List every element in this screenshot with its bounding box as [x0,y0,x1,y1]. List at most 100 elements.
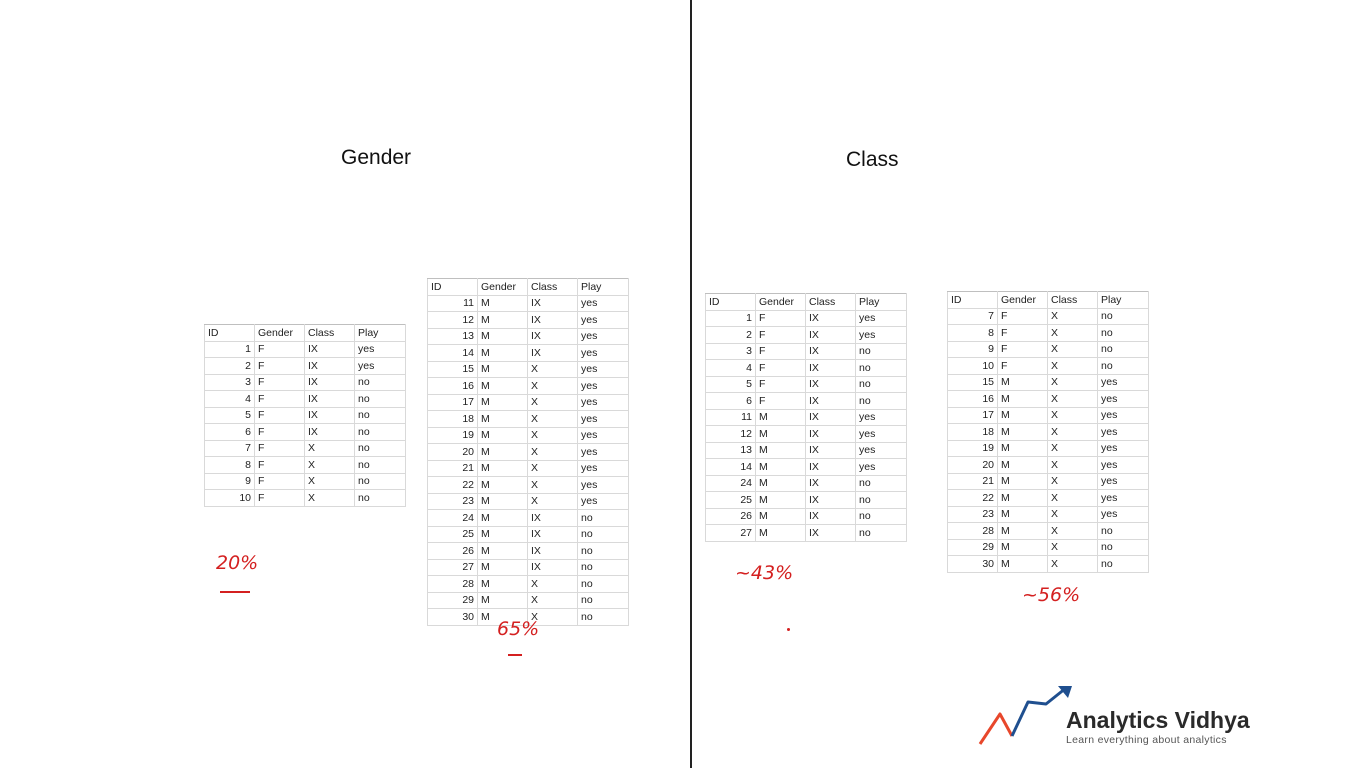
table-header-row: ID Gender Class Play [204,324,406,342]
table-cell: M [477,328,528,345]
table-cell: X [1047,390,1098,408]
table-cell: no [354,407,406,424]
table-cell: F [254,440,305,457]
table-cell: yes [1097,506,1149,523]
table-cell: no [1097,357,1149,375]
table-row: 3 F IX no [204,374,406,391]
table-cell: 4 [204,390,255,408]
table-cell: F [254,357,305,375]
table-cell: 3 [204,374,255,391]
table-cell: no [354,423,406,441]
table-cell: yes [855,409,907,426]
gender-female-underline [220,591,250,593]
column-header: Gender [254,324,305,342]
table-cell: M [477,460,528,477]
table-cell: X [527,592,578,609]
table-cell: M [755,425,806,443]
table-cell: IX [805,524,856,542]
table-cell: 7 [204,440,255,457]
table-cell: yes [577,493,629,510]
table-cell: X [527,575,578,593]
table-cell: yes [1097,489,1149,507]
table-cell: 23 [427,493,478,510]
table-cell: M [997,539,1048,556]
table-cell: F [254,374,305,391]
table-cell: M [755,491,806,509]
table-cell: F [997,308,1048,325]
table-row: 12 M IX yes [427,311,629,329]
table-cell: yes [1097,407,1149,424]
table-cell: IX [805,508,856,525]
gender-male-annotation: 65% [497,618,540,640]
table-cell: yes [855,442,907,459]
column-header: Class [805,293,856,311]
table-cell: 4 [705,359,756,377]
table-cell: no [577,542,629,560]
column-header: Class [1047,291,1098,309]
table-cell: M [477,542,528,560]
table-cell: yes [1097,473,1149,490]
column-header: Gender [477,278,528,296]
table-cell: M [477,592,528,609]
table-cell: X [527,410,578,428]
table-cell: F [755,359,806,377]
column-header: ID [204,324,255,342]
table-cell: yes [577,361,629,378]
gender-male-table: ID Gender Class Play 11 M IX yes 12 M IX yes 13 M IX ye… [427,278,629,626]
table-cell: X [304,473,355,490]
table-cell: X [1047,506,1098,523]
class-panel-title: Class [846,148,899,171]
table-cell: M [997,407,1048,424]
table-row: 11 M IX yes [705,409,907,426]
gender-panel-title: Gender [341,146,412,169]
table-cell: X [1047,489,1098,507]
column-header: ID [427,278,478,296]
table-cell: X [304,489,355,507]
column-header: Class [527,278,578,296]
table-cell: IX [805,310,856,327]
table-row: 24 M IX no [427,509,629,527]
table-cell: M [997,473,1048,490]
table-cell: yes [577,377,629,395]
table-cell: IX [805,491,856,509]
table-cell: IX [527,344,578,362]
table-cell: 12 [705,425,756,443]
table-cell: M [477,410,528,428]
table-cell: IX [805,376,856,393]
table-cell: no [577,526,629,543]
table-cell: M [997,456,1048,474]
table-row: 5 F IX no [204,407,406,424]
table-cell: IX [304,407,355,424]
class-x-annotation: ~56% [1022,584,1081,606]
table-cell: X [1047,357,1098,375]
table-cell: no [855,491,907,509]
panel-divider [690,0,692,768]
table-cell: 27 [427,559,478,576]
table-cell: yes [577,295,629,312]
table-row: 6 F IX no [705,392,907,410]
table-cell: M [477,559,528,576]
table-row: 14 M IX yes [427,344,629,362]
table-cell: 25 [427,526,478,543]
table-cell: yes [577,328,629,345]
table-cell: M [477,493,528,510]
table-cell: 8 [947,324,998,342]
table-cell: X [1047,407,1098,424]
table-cell: 17 [427,394,478,411]
table-cell: 22 [947,489,998,507]
table-row: 1 F IX yes [705,310,907,327]
table-cell: 9 [947,341,998,358]
column-header: Gender [997,291,1048,309]
table-cell: no [577,559,629,576]
